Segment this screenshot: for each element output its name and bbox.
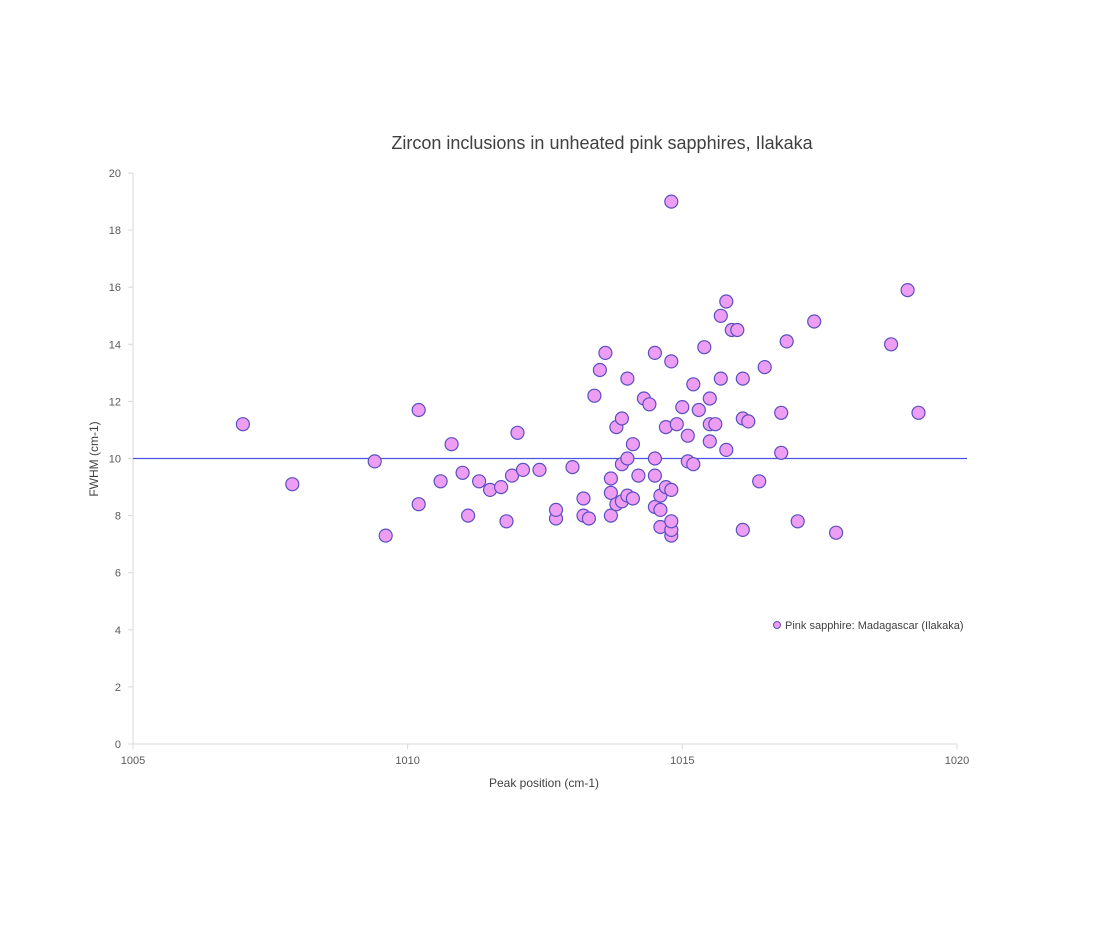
- y-tick-label: 8: [115, 511, 121, 523]
- data-point: [698, 341, 711, 354]
- data-point: [577, 492, 590, 505]
- data-point: [714, 372, 727, 385]
- data-point: [582, 512, 595, 525]
- data-point: [445, 438, 458, 451]
- data-point: [731, 324, 744, 337]
- data-points: [236, 195, 925, 542]
- y-tick-label: 0: [115, 739, 121, 751]
- data-point: [495, 481, 508, 494]
- data-point: [412, 404, 425, 417]
- data-point: [654, 503, 667, 516]
- data-point: [588, 389, 601, 402]
- y-tick-label: 20: [109, 168, 121, 180]
- y-tick-label: 6: [115, 568, 121, 580]
- data-point: [236, 418, 249, 431]
- y-tick-label: 16: [109, 282, 121, 294]
- x-axis-label: Peak position (cm-1): [489, 776, 599, 790]
- data-point: [604, 472, 617, 485]
- data-point: [687, 378, 700, 391]
- data-point: [286, 478, 299, 491]
- data-point: [368, 455, 381, 468]
- x-tick-label: 1020: [945, 755, 969, 767]
- data-point: [517, 463, 530, 476]
- data-point: [456, 466, 469, 479]
- data-point: [742, 415, 755, 428]
- data-point: [720, 295, 733, 308]
- data-point: [643, 398, 656, 411]
- data-point: [901, 284, 914, 297]
- x-tick-label: 1010: [395, 755, 419, 767]
- data-point: [632, 469, 645, 482]
- legend: Pink sapphire: Madagascar (Ilakaka): [774, 620, 964, 632]
- data-point: [703, 435, 716, 448]
- data-point: [791, 515, 804, 528]
- data-point: [462, 509, 475, 522]
- x-tick-label: 1005: [121, 755, 145, 767]
- y-tick-label: 2: [115, 682, 121, 694]
- y-tick-label: 18: [109, 225, 121, 237]
- data-point: [533, 463, 546, 476]
- data-point: [775, 406, 788, 419]
- y-tick-label: 10: [109, 454, 121, 466]
- data-point: [665, 483, 678, 496]
- data-point: [379, 529, 392, 542]
- data-point: [593, 364, 606, 377]
- data-point: [758, 361, 771, 374]
- data-point: [720, 443, 733, 456]
- data-point: [500, 515, 513, 528]
- data-point: [626, 438, 639, 451]
- y-axis-label: FWHM (cm-1): [87, 421, 101, 496]
- data-point: [511, 426, 524, 439]
- data-point: [687, 458, 700, 471]
- data-point: [775, 446, 788, 459]
- data-point: [670, 418, 683, 431]
- data-point: [665, 195, 678, 208]
- data-point: [912, 406, 925, 419]
- data-point: [780, 335, 793, 348]
- legend-marker: [774, 622, 781, 629]
- y-tick-label: 4: [115, 625, 121, 637]
- data-point: [412, 498, 425, 511]
- data-point: [692, 404, 705, 417]
- data-point: [550, 503, 563, 516]
- data-point: [709, 418, 722, 431]
- data-point: [885, 338, 898, 351]
- data-point: [830, 526, 843, 539]
- data-point: [665, 515, 678, 528]
- y-tick-label: 14: [109, 339, 121, 351]
- data-point: [615, 412, 628, 425]
- data-point: [599, 346, 612, 359]
- data-point: [648, 346, 661, 359]
- data-point: [676, 401, 689, 414]
- data-point: [681, 429, 694, 442]
- data-point: [621, 372, 634, 385]
- data-point: [648, 469, 661, 482]
- x-tick-label: 1015: [670, 755, 694, 767]
- data-point: [473, 475, 486, 488]
- chart-title: Zircon inclusions in unheated pink sapph…: [391, 133, 813, 153]
- data-point: [736, 372, 749, 385]
- data-point: [621, 452, 634, 465]
- data-point: [703, 392, 716, 405]
- data-point: [808, 315, 821, 328]
- data-point: [665, 355, 678, 368]
- data-point: [714, 309, 727, 322]
- data-point: [648, 452, 661, 465]
- data-point: [566, 461, 579, 474]
- legend-label: Pink sapphire: Madagascar (Ilakaka): [785, 620, 964, 632]
- data-point: [626, 492, 639, 505]
- data-point: [736, 523, 749, 536]
- data-point: [434, 475, 447, 488]
- y-tick-label: 12: [109, 396, 121, 408]
- data-point: [753, 475, 766, 488]
